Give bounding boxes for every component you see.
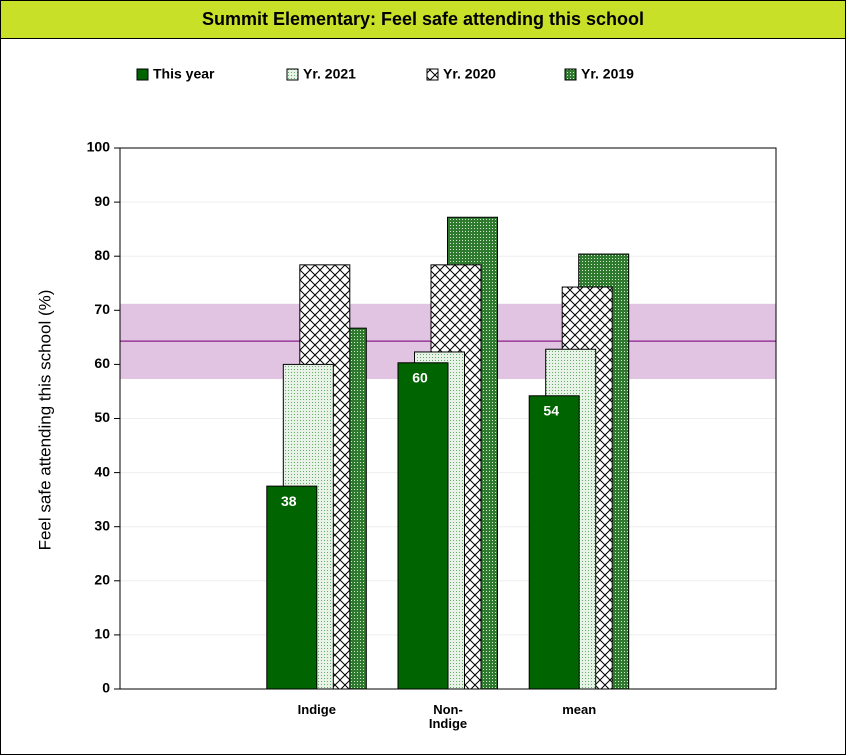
legend-label: Yr. 2019 <box>581 66 634 82</box>
bar <box>397 362 449 690</box>
y-tick-label: 80 <box>94 247 110 263</box>
legend-label: Yr. 2021 <box>303 66 356 82</box>
y-tick-label: 100 <box>87 139 111 155</box>
bar <box>266 485 318 690</box>
legend-swatch <box>564 68 577 81</box>
y-tick-label: 0 <box>102 680 110 696</box>
y-tick-label: 10 <box>94 626 110 642</box>
legend-swatch <box>286 68 299 81</box>
y-tick-label: 60 <box>94 355 110 371</box>
y-tick-label: 30 <box>94 517 110 533</box>
y-tick-label: 70 <box>94 301 110 317</box>
legend-swatch <box>136 68 149 81</box>
legend-label: This year <box>153 66 215 82</box>
x-tick-label: Non-Indige <box>429 702 467 731</box>
y-tick-label: 50 <box>94 409 110 425</box>
bar <box>528 395 580 690</box>
x-tick-label: mean <box>562 702 596 717</box>
y-tick-label: 90 <box>94 193 110 209</box>
legend-label: Yr. 2020 <box>443 66 496 82</box>
bar-value-label: 54 <box>543 402 559 418</box>
chart-title: Summit Elementary: Feel safe attending t… <box>202 9 644 29</box>
y-axis-label: Feel safe attending this school (%) <box>35 290 54 551</box>
bar-value-label: 60 <box>412 369 428 385</box>
title-bar <box>0 0 846 39</box>
legend-swatch <box>426 68 439 81</box>
plot-frame <box>119 147 777 690</box>
y-tick-label: 40 <box>94 463 110 479</box>
bar-value-label: 38 <box>281 493 297 509</box>
y-tick-label: 20 <box>94 572 110 588</box>
x-tick-label: Indige <box>298 702 336 717</box>
